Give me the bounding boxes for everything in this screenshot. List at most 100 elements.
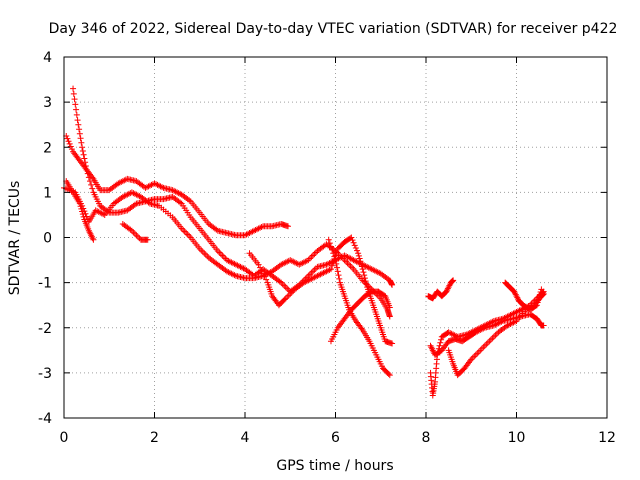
- data-point: [327, 243, 334, 250]
- data-point: [360, 269, 367, 276]
- data-point: [263, 276, 270, 283]
- data-point: [330, 250, 337, 257]
- data-point: [66, 140, 73, 147]
- data-point: [352, 245, 359, 252]
- data-point: [79, 148, 86, 155]
- data-point: [144, 236, 151, 243]
- data-point: [333, 260, 340, 267]
- data-point: [437, 339, 444, 346]
- data-point: [537, 289, 544, 296]
- data-point: [327, 266, 334, 273]
- series-track-5: [119, 220, 151, 243]
- data-point: [83, 166, 90, 173]
- data-point: [329, 262, 336, 269]
- data-point: [281, 296, 288, 303]
- data-point: [77, 203, 84, 210]
- data-point: [357, 258, 364, 265]
- y-tick-label: 0: [43, 231, 52, 247]
- data-point: [348, 234, 355, 241]
- data-point: [355, 252, 362, 259]
- x-tick-label: 2: [150, 430, 159, 446]
- x-tick-label: 4: [241, 430, 250, 446]
- data-point: [386, 372, 393, 379]
- data-point: [70, 90, 77, 97]
- data-point: [535, 296, 542, 303]
- y-tick-label: -4: [38, 411, 52, 427]
- y-tick-label: 2: [43, 140, 52, 156]
- data-point: [356, 255, 363, 262]
- data-point: [260, 270, 267, 277]
- data-point: [65, 138, 72, 145]
- y-tick-label: 1: [43, 185, 52, 201]
- data-point: [536, 294, 543, 301]
- data-point: [332, 257, 339, 264]
- data-point: [79, 208, 86, 215]
- chart-title: Day 346 of 2022, Sidereal Day-to-day VTE…: [49, 21, 618, 37]
- data-point: [71, 96, 78, 103]
- data-point: [82, 159, 89, 166]
- data-point: [76, 130, 83, 137]
- data-point: [358, 260, 365, 267]
- x-tick-label: 0: [60, 430, 69, 446]
- data-point: [79, 144, 86, 151]
- data-point: [538, 286, 545, 293]
- data-point: [76, 200, 83, 207]
- data-point: [349, 237, 356, 244]
- data-point: [255, 261, 262, 268]
- data-point: [389, 340, 396, 347]
- data-point: [73, 111, 80, 118]
- series-track-13: [502, 279, 545, 313]
- data-point: [75, 121, 82, 128]
- data-point: [90, 236, 97, 243]
- data-point: [450, 277, 457, 284]
- data-point: [89, 185, 96, 192]
- y-tick-label: -3: [38, 366, 52, 382]
- x-tick-label: 10: [508, 430, 526, 446]
- data-point: [64, 135, 71, 142]
- series-track-8: [327, 288, 393, 345]
- data-point: [355, 250, 362, 257]
- series-track-3: [63, 132, 291, 239]
- y-axis-label: SDTVAR / TECUs: [7, 181, 23, 296]
- data-point: [76, 126, 83, 133]
- data-point: [326, 240, 333, 247]
- series-track-11: [427, 311, 547, 358]
- data-point: [80, 151, 87, 158]
- data-point: [284, 223, 291, 230]
- data-point: [74, 117, 81, 124]
- data-point: [436, 342, 443, 349]
- data-point: [389, 281, 396, 288]
- data-point: [534, 299, 541, 306]
- data-point: [70, 85, 77, 92]
- data-point: [329, 246, 336, 253]
- data-point: [540, 322, 547, 329]
- data-point: [351, 242, 358, 249]
- data-point: [540, 290, 547, 297]
- data-point: [261, 273, 268, 280]
- data-point: [336, 275, 343, 282]
- series-track-7: [325, 236, 393, 379]
- data-point: [79, 211, 86, 218]
- data-point: [85, 174, 92, 181]
- data-point: [353, 247, 360, 254]
- data-point: [438, 336, 445, 343]
- data-point: [77, 135, 84, 142]
- data-point: [532, 302, 539, 309]
- data-point: [78, 139, 85, 146]
- data-point: [533, 302, 540, 309]
- data-point: [88, 181, 95, 188]
- data-point: [536, 291, 543, 298]
- series-track-6: [246, 234, 396, 347]
- data-point: [325, 236, 332, 243]
- x-axis-label: GPS time / hours: [276, 458, 393, 474]
- data-point: [84, 170, 91, 177]
- data-point: [386, 313, 393, 320]
- data-point: [67, 143, 74, 150]
- data-point: [362, 278, 369, 285]
- data-point: [334, 268, 341, 275]
- data-point: [72, 101, 79, 108]
- data-point: [68, 146, 75, 153]
